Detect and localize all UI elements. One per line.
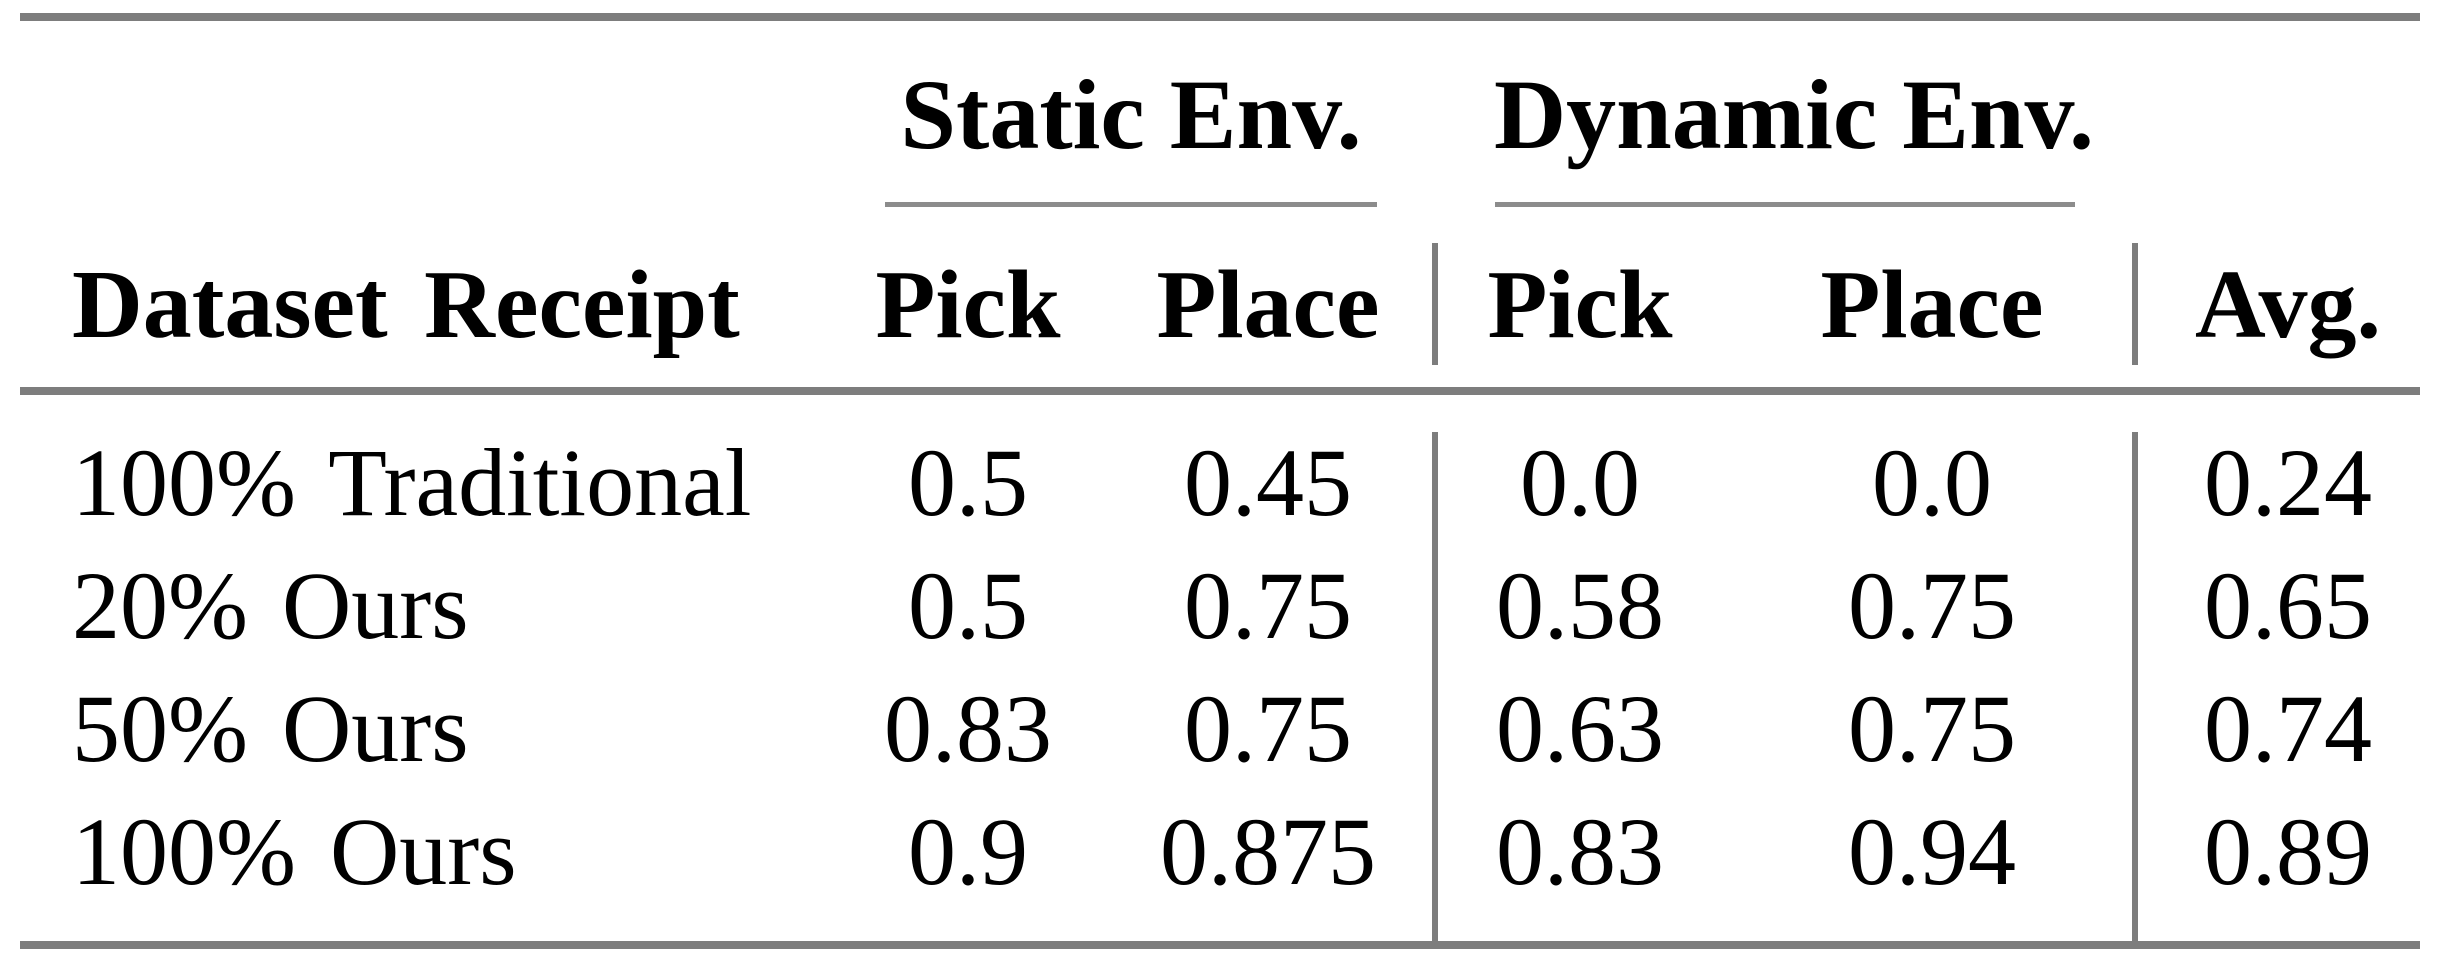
- table-cell: 0.74: [2204, 675, 2372, 782]
- row-label: 100% Ours: [72, 798, 517, 905]
- vertical-rule-avg-body: [2132, 432, 2138, 941]
- table-cell: 0.24: [2204, 429, 2372, 536]
- table-cell: 0.83: [1496, 798, 1664, 905]
- dynamic-env-underline-rule: [1495, 202, 2075, 207]
- vertical-rule-static-dynamic-body: [1432, 432, 1438, 941]
- table-cell: 0.65: [2204, 552, 2372, 659]
- table-cell: 0.0: [1520, 429, 1640, 536]
- table-cell: 0.58: [1496, 552, 1664, 659]
- table-cell: 0.875: [1160, 798, 1376, 905]
- col-header-static-pick: Pick: [875, 251, 1061, 359]
- table-cell: 0.5: [908, 552, 1028, 659]
- group-header-static-env: Static Env.: [900, 59, 1362, 170]
- col-header-dataset-receipt: Dataset Receipt: [72, 251, 740, 359]
- table-bottom-rule: [20, 941, 2420, 949]
- table-cell: 0.5: [908, 429, 1028, 536]
- col-header-dynamic-place: Place: [1820, 251, 2044, 359]
- table-cell: 0.75: [1184, 552, 1352, 659]
- col-header-avg: Avg.: [2195, 251, 2381, 359]
- table-cell: 0.9: [908, 798, 1028, 905]
- table-cell: 0.89: [2204, 798, 2372, 905]
- table-cell: 0.75: [1848, 552, 2016, 659]
- row-label: 50% Ours: [72, 675, 469, 782]
- table-cell: 0.45: [1184, 429, 1352, 536]
- vertical-rule-static-dynamic-header: [1432, 243, 1438, 365]
- col-header-static-place: Place: [1156, 251, 1380, 359]
- table-cell: 0.83: [884, 675, 1052, 782]
- row-label: 100% Traditional: [72, 429, 752, 536]
- col-header-dynamic-pick: Pick: [1487, 251, 1673, 359]
- table-cell: 0.63: [1496, 675, 1664, 782]
- table-cell: 0.0: [1872, 429, 1992, 536]
- table-header-rule: [20, 387, 2420, 395]
- table-top-rule: [20, 13, 2420, 21]
- group-header-dynamic-env: Dynamic Env.: [1493, 59, 2095, 170]
- row-label: 20% Ours: [72, 552, 469, 659]
- table-cell: 0.75: [1848, 675, 2016, 782]
- vertical-rule-avg-header: [2132, 243, 2138, 365]
- static-env-underline-rule: [885, 202, 1377, 207]
- table-cell: 0.94: [1848, 798, 2016, 905]
- table-cell: 0.75: [1184, 675, 1352, 782]
